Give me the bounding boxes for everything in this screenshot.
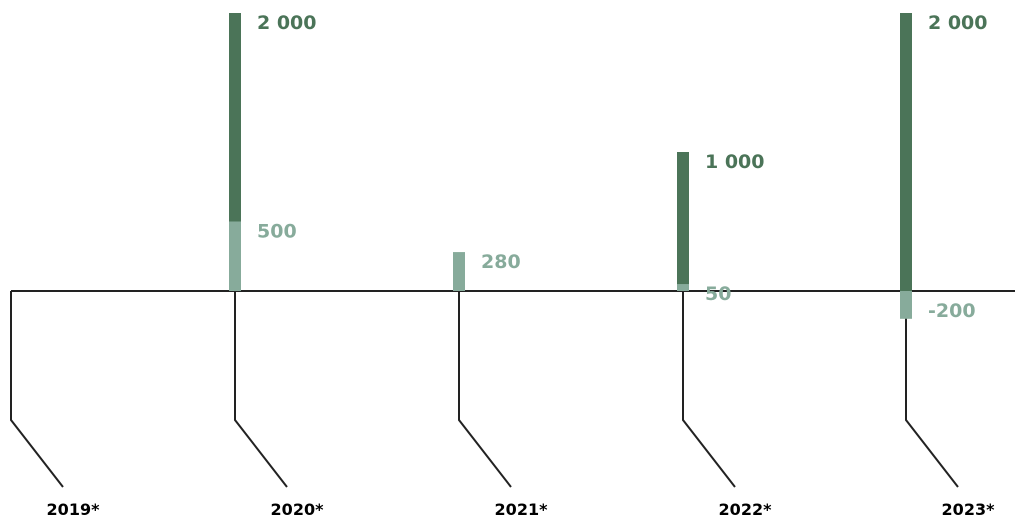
year-connectors <box>10 291 959 488</box>
value-label-light: 280 <box>481 251 521 273</box>
value-label-dark: 1 000 <box>705 151 765 173</box>
bar-dark <box>900 13 912 291</box>
bars-group <box>229 13 912 319</box>
bar-dark <box>677 152 689 291</box>
value-label-light: -200 <box>928 300 976 322</box>
year-connector-line <box>905 291 959 488</box>
year-label: 2023* <box>942 500 996 519</box>
year-label: 2019* <box>47 500 101 519</box>
year-connector-line <box>458 291 512 488</box>
value-label-light: 500 <box>257 221 297 243</box>
year-connector-line <box>234 291 288 488</box>
year-labels-group: 2019* 2020* 2021* 2022* 2023* <box>47 500 996 519</box>
bar-light <box>453 252 465 291</box>
year-label: 2020* <box>271 500 325 519</box>
bar-light <box>229 221 241 291</box>
year-connector-line <box>682 291 736 488</box>
year-label: 2022* <box>719 500 773 519</box>
value-label-dark: 2 000 <box>928 12 988 34</box>
bar-light <box>677 284 689 291</box>
value-labels-group: 2 000 1 000 2 000 500 280 50 -200 <box>257 12 988 322</box>
year-label: 2021* <box>495 500 549 519</box>
value-label-dark: 2 000 <box>257 12 317 34</box>
value-label-light: 50 <box>705 283 731 305</box>
bar-light <box>900 291 912 319</box>
year-connector-line <box>10 291 64 488</box>
